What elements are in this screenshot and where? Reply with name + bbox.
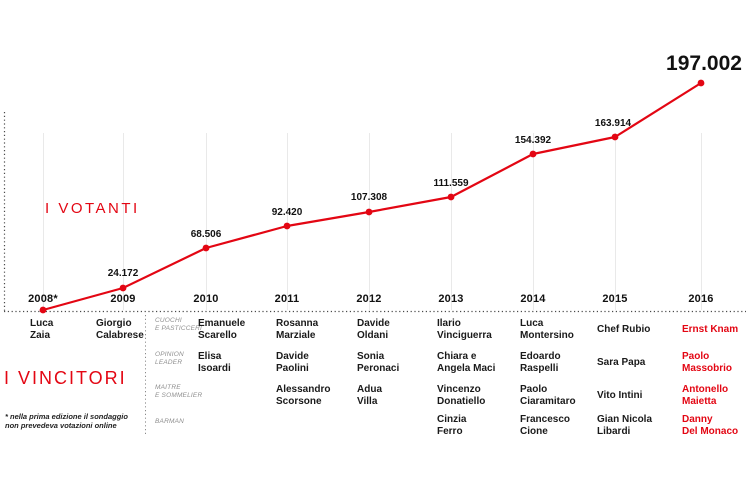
winner-2012-cuochi: Davide Oldani — [357, 318, 390, 341]
year-label-2009: 2009 — [110, 293, 136, 305]
year-label-2013: 2013 — [438, 293, 464, 305]
data-label-2014: 154.392 — [514, 135, 552, 146]
winners-section-title: I VINCITORI — [4, 368, 127, 388]
year-label-2012: 2012 — [356, 293, 382, 305]
winner-2011-maitre: Alessandro Scorsone — [276, 384, 331, 407]
data-point-2014 — [529, 150, 537, 158]
year-label-2011: 2011 — [274, 293, 300, 305]
winner-2016-barman: Danny Del Monaco — [682, 414, 739, 437]
data-point-2016 — [697, 79, 705, 87]
data-label-2016-highlight: 197.002 — [666, 52, 742, 75]
data-point-2013 — [447, 193, 455, 201]
winner-2008-cuochi: Luca Zaia — [30, 318, 54, 341]
winner-2013-cuochi: Ilario Vinciguerra — [437, 318, 492, 341]
year-label-2014: 2014 — [520, 293, 546, 305]
year-label-2016: 2016 — [688, 293, 714, 305]
winner-2013-maitre: Vincenzo Donatiello — [437, 384, 486, 407]
winner-2009-cuochi: Giorgio Calabrese — [96, 318, 144, 341]
category-label-barman: BARMAN — [155, 418, 185, 425]
winner-2010-cuochi: Emanuele Scarello — [198, 318, 246, 341]
winner-2011-cuochi: Rosanna Marziale — [276, 318, 319, 341]
data-point-2012 — [365, 208, 373, 216]
winner-2012-opinion: Sonia Peronaci — [357, 351, 400, 374]
data-label-2010: 68.506 — [190, 229, 222, 240]
year-label-2008: 2008* — [28, 293, 58, 305]
winner-2011-opinion: Davide Paolini — [276, 351, 309, 374]
winner-2016-opinion: Paolo Massobrio — [682, 351, 733, 374]
winner-2015-cuochi: Chef Rubio — [597, 323, 651, 335]
data-label-2015: 163.914 — [594, 118, 632, 129]
data-point-2010 — [202, 244, 210, 252]
winner-2015-maitre: Vito Intini — [597, 389, 643, 401]
year-label-2015: 2015 — [602, 293, 628, 305]
footnote: * nella prima edizione il sondaggio non … — [5, 412, 128, 430]
winner-2013-barman: Cinzia Ferro — [437, 414, 467, 437]
winner-2012-maitre: Adua Villa — [357, 384, 382, 407]
winner-2014-barman: Francesco Cione — [520, 414, 571, 437]
data-label-2012: 107.308 — [350, 192, 388, 203]
winner-2015-barman: Gian Nicola Libardi — [597, 414, 653, 437]
data-label-2013: 111.559 — [433, 178, 469, 189]
winner-2014-cuochi: Luca Montersino — [520, 318, 574, 341]
winner-2014-opinion: Edoardo Raspelli — [520, 351, 561, 374]
data-point-2015 — [611, 133, 619, 141]
category-label-maitre-sommelier: MAITRE E SOMMELIER — [155, 384, 203, 399]
year-label-2010: 2010 — [193, 293, 219, 305]
voters-section-title: I VOTANTI — [45, 200, 140, 217]
category-label-cuochi-pasticceri: CUOCHI E PASTICCERI — [155, 317, 203, 332]
winner-2016-maitre: Antonello Maietta — [682, 384, 729, 407]
data-point-2009 — [119, 284, 127, 292]
data-point-2011 — [283, 222, 291, 230]
data-point-2008* — [39, 306, 47, 314]
winner-2016-cuochi: Ernst Knam — [682, 323, 739, 335]
data-label-2011: 92.420 — [271, 207, 303, 218]
category-label-opinion-leader: OPINION LEADER — [155, 351, 184, 366]
winner-2015-opinion: Sara Papa — [597, 356, 646, 368]
winner-2013-opinion: Chiara e Angela Maci — [437, 351, 496, 374]
winner-2010-opinion: Elisa Isoardi — [198, 351, 231, 374]
winner-2014-maitre: Paolo Ciaramitaro — [520, 384, 576, 407]
data-label-2009: 24.172 — [107, 268, 139, 279]
